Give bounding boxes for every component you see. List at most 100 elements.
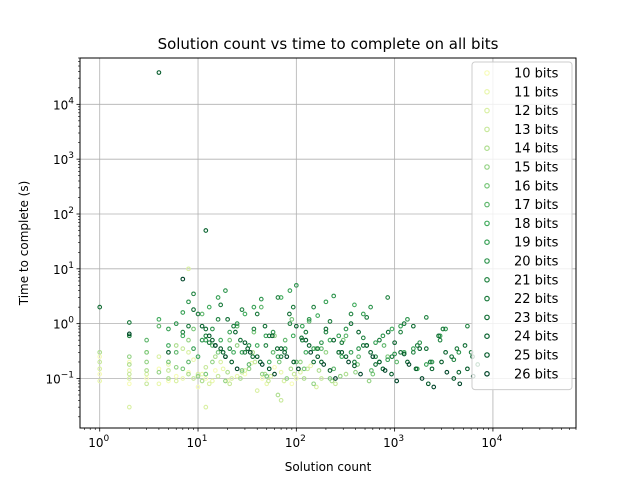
scatter-point	[254, 311, 260, 317]
scatter-point	[398, 323, 403, 329]
scatter-point	[451, 357, 457, 363]
legend-label: 10 bits	[514, 67, 559, 82]
scatter-point	[465, 366, 470, 372]
scatter-point	[440, 326, 446, 332]
scatter-point	[382, 368, 388, 373]
scatter-point	[278, 369, 284, 375]
scatter-point	[206, 381, 212, 387]
scatter-point	[337, 373, 343, 379]
scatter-point	[293, 359, 299, 365]
scatter-point	[144, 359, 149, 365]
scatter-point	[180, 329, 186, 335]
scatter-point	[456, 369, 462, 375]
scatter-point	[199, 337, 205, 343]
scatter-point	[156, 369, 162, 375]
scatter-point	[191, 346, 196, 352]
data-points	[97, 70, 481, 410]
scatter-point	[429, 359, 435, 365]
scatter-point	[166, 349, 171, 355]
scatter-point	[429, 366, 435, 372]
series-25-bits	[156, 70, 470, 387]
scatter-point	[173, 349, 179, 355]
scatter-point	[443, 326, 448, 332]
scatter-point	[195, 373, 201, 379]
series-11-bits	[97, 349, 314, 387]
scatter-point	[191, 326, 196, 332]
scatter-point	[212, 343, 218, 348]
scatter-point	[275, 295, 281, 300]
scatter-point	[246, 366, 252, 372]
scatter-point	[323, 349, 329, 355]
scatter-point	[220, 366, 226, 372]
legend-label: 14 bits	[514, 142, 559, 157]
scatter-point	[218, 346, 224, 352]
scatter-point	[212, 368, 218, 373]
scatter-point	[126, 331, 132, 337]
scatter-point	[282, 337, 288, 343]
scatter-point	[166, 378, 171, 384]
legend-label: 25 bits	[514, 349, 559, 364]
scatter-point	[405, 316, 410, 322]
scatter-point	[252, 359, 258, 365]
scatter-point	[215, 349, 221, 355]
legend-label: 12 bits	[514, 104, 559, 119]
scatter-point	[258, 296, 264, 302]
legend-label: 26 bits	[514, 367, 559, 382]
legend-marker	[484, 70, 490, 76]
scatter-point	[272, 371, 277, 377]
scatter-point	[298, 369, 303, 375]
scatter-point	[385, 329, 391, 335]
scatter-point	[97, 359, 103, 365]
scatter-point	[166, 326, 171, 332]
legend-marker	[484, 333, 490, 340]
scatter-point	[315, 354, 321, 360]
scatter-point	[346, 359, 351, 365]
scatter-point	[301, 366, 307, 372]
scatter-point	[97, 366, 103, 372]
scatter-point	[173, 321, 179, 327]
scatter-point	[331, 366, 337, 372]
legend-label: 22 bits	[514, 292, 559, 307]
legend-label: 23 bits	[514, 311, 559, 326]
scatter-point	[231, 323, 236, 329]
scatter-point	[290, 304, 296, 310]
scatter-point	[270, 349, 276, 355]
scatter-point	[303, 337, 309, 343]
scatter-point	[401, 351, 407, 357]
legend-label: 19 bits	[514, 236, 559, 251]
scatter-point	[156, 70, 162, 75]
plot-frame	[79, 57, 577, 429]
y-tick-label: 103	[53, 151, 74, 167]
scatter-point	[454, 346, 460, 352]
scatter-point	[315, 346, 321, 352]
scatter-point	[264, 373, 270, 379]
scatter-point	[319, 340, 324, 346]
scatter-point	[144, 381, 149, 387]
scatter-point	[336, 333, 342, 339]
scatter-point	[166, 368, 171, 373]
scatter-point	[212, 354, 218, 360]
scatter-point	[394, 359, 400, 365]
scatter-point	[417, 340, 423, 346]
y-tick-label: 101	[53, 261, 74, 277]
scatter-point	[319, 359, 324, 365]
scatter-point	[276, 359, 282, 365]
scatter-point	[339, 340, 345, 346]
x-tick-label: 104	[481, 434, 502, 450]
scatter-point	[223, 378, 228, 384]
scatter-point	[306, 316, 312, 322]
scatter-point	[223, 288, 228, 293]
scatter-point	[203, 364, 209, 370]
scatter-point	[462, 343, 468, 348]
scatter-point	[239, 349, 245, 355]
scatter-point	[166, 376, 171, 381]
scatter-point	[250, 349, 256, 355]
scatter-point	[291, 359, 297, 365]
scatter-point	[186, 369, 191, 375]
scatter-point	[242, 349, 248, 355]
legend-marker	[484, 107, 490, 114]
legend-label: 11 bits	[514, 85, 559, 100]
scatter-point	[398, 349, 403, 355]
scatter-point	[423, 346, 429, 352]
scatter-point	[266, 366, 272, 372]
